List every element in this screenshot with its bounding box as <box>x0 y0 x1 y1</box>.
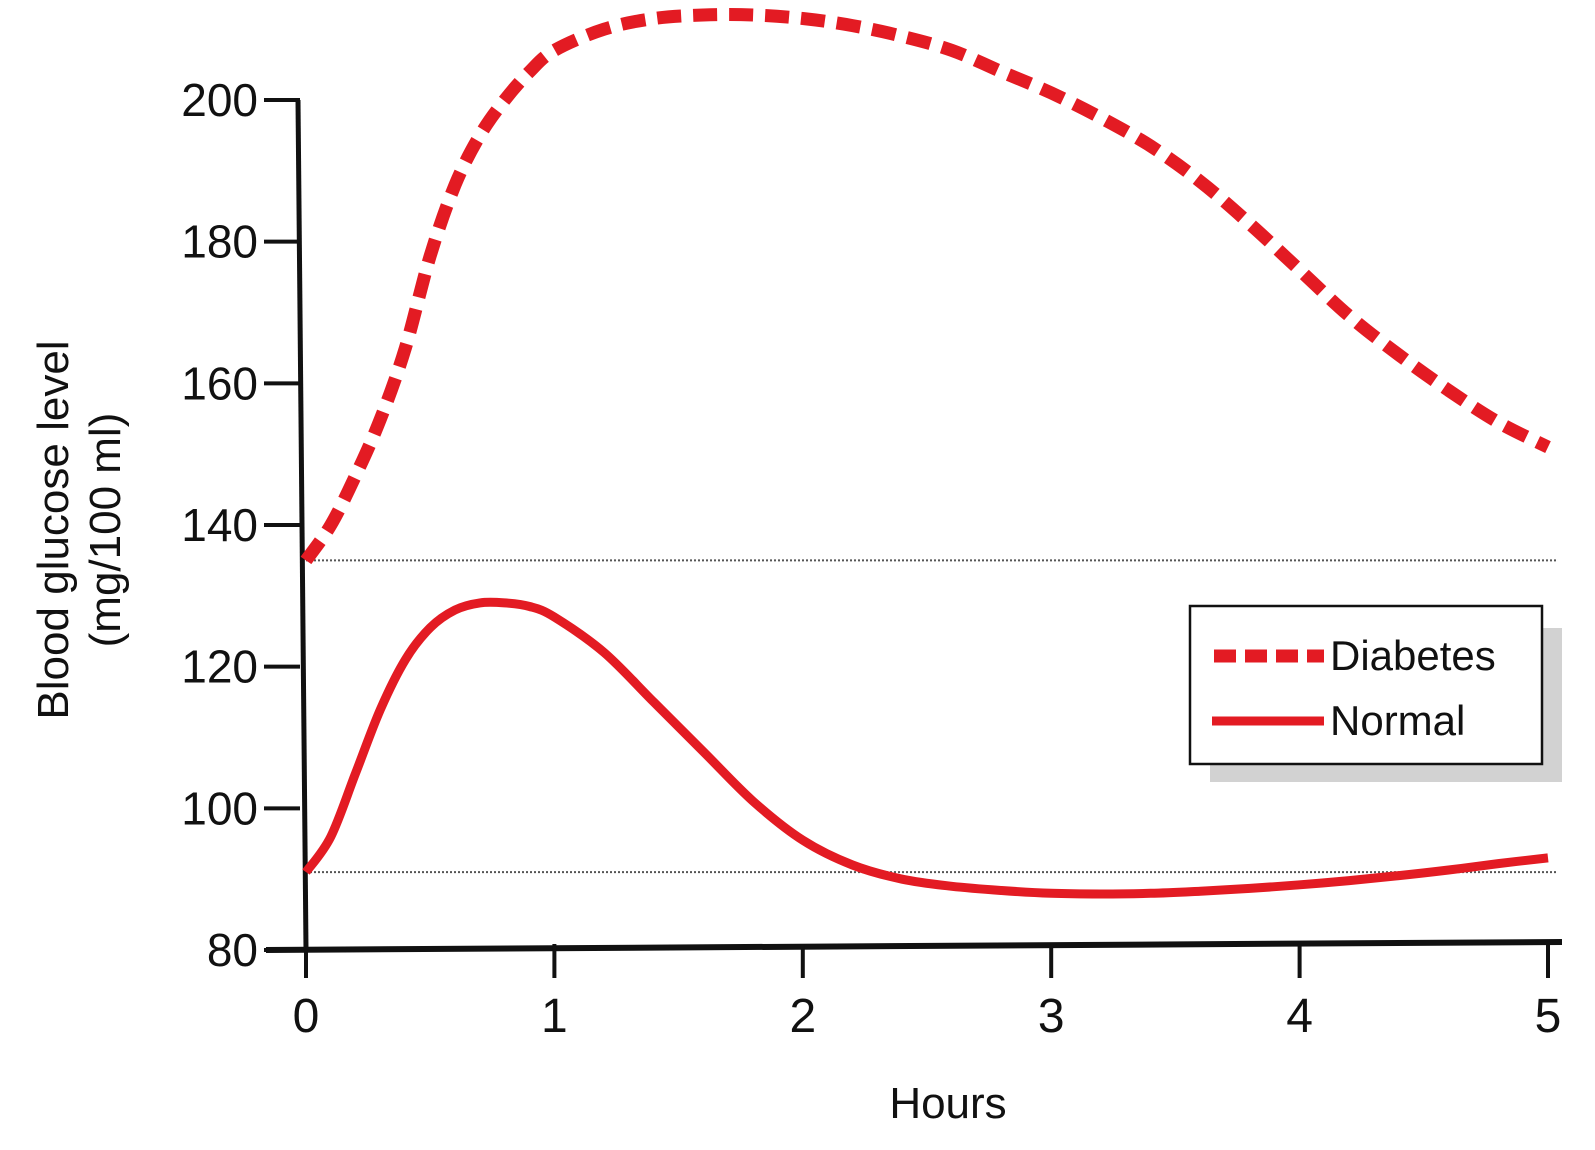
axis-titles: Hours Blood glucose level (mg/100 ml) <box>29 340 1007 1128</box>
y-axis-title: Blood glucose level (mg/100 ml) <box>29 340 130 719</box>
x-tick-label-3: 3 <box>1038 990 1065 1043</box>
series-line-diabetes <box>300 8 1551 565</box>
legend-label-normal: Normal <box>1330 697 1465 744</box>
legend: Diabetes Normal <box>1188 604 1562 782</box>
x-tick-label-0: 0 <box>293 990 320 1043</box>
x-axis-line <box>265 939 1563 953</box>
x-tick-label-1: 1 <box>541 990 568 1043</box>
tick-labels: 80 100 120 140 160 180 200 0 1 2 3 4 5 <box>181 74 1561 1043</box>
tick-marks <box>264 98 1550 978</box>
y-axis-title-line-2: (mg/100 ml) <box>81 413 130 648</box>
y-tick-label-120: 120 <box>181 641 258 693</box>
reference-lines <box>306 559 1558 874</box>
axes <box>265 99 1563 953</box>
y-tick-label-200: 200 <box>181 74 258 126</box>
x-tick-label-4: 4 <box>1286 990 1313 1043</box>
x-tick-label-2: 2 <box>789 990 816 1043</box>
series-lines <box>300 8 1551 899</box>
y-tick-label-80: 80 <box>207 924 258 976</box>
legend-box <box>1188 604 1544 766</box>
x-axis-title: Hours <box>889 1079 1006 1128</box>
y-axis-title-line-1: Blood glucose level <box>29 340 78 719</box>
y-tick-label-160: 160 <box>181 357 258 409</box>
x-tick-label-5: 5 <box>1535 990 1562 1043</box>
legend-label-diabetes: Diabetes <box>1330 632 1496 679</box>
y-tick-label-180: 180 <box>181 216 258 268</box>
y-tick-label-100: 100 <box>181 782 258 834</box>
series-line-normal <box>302 597 1549 899</box>
y-tick-label-140: 140 <box>181 499 258 551</box>
